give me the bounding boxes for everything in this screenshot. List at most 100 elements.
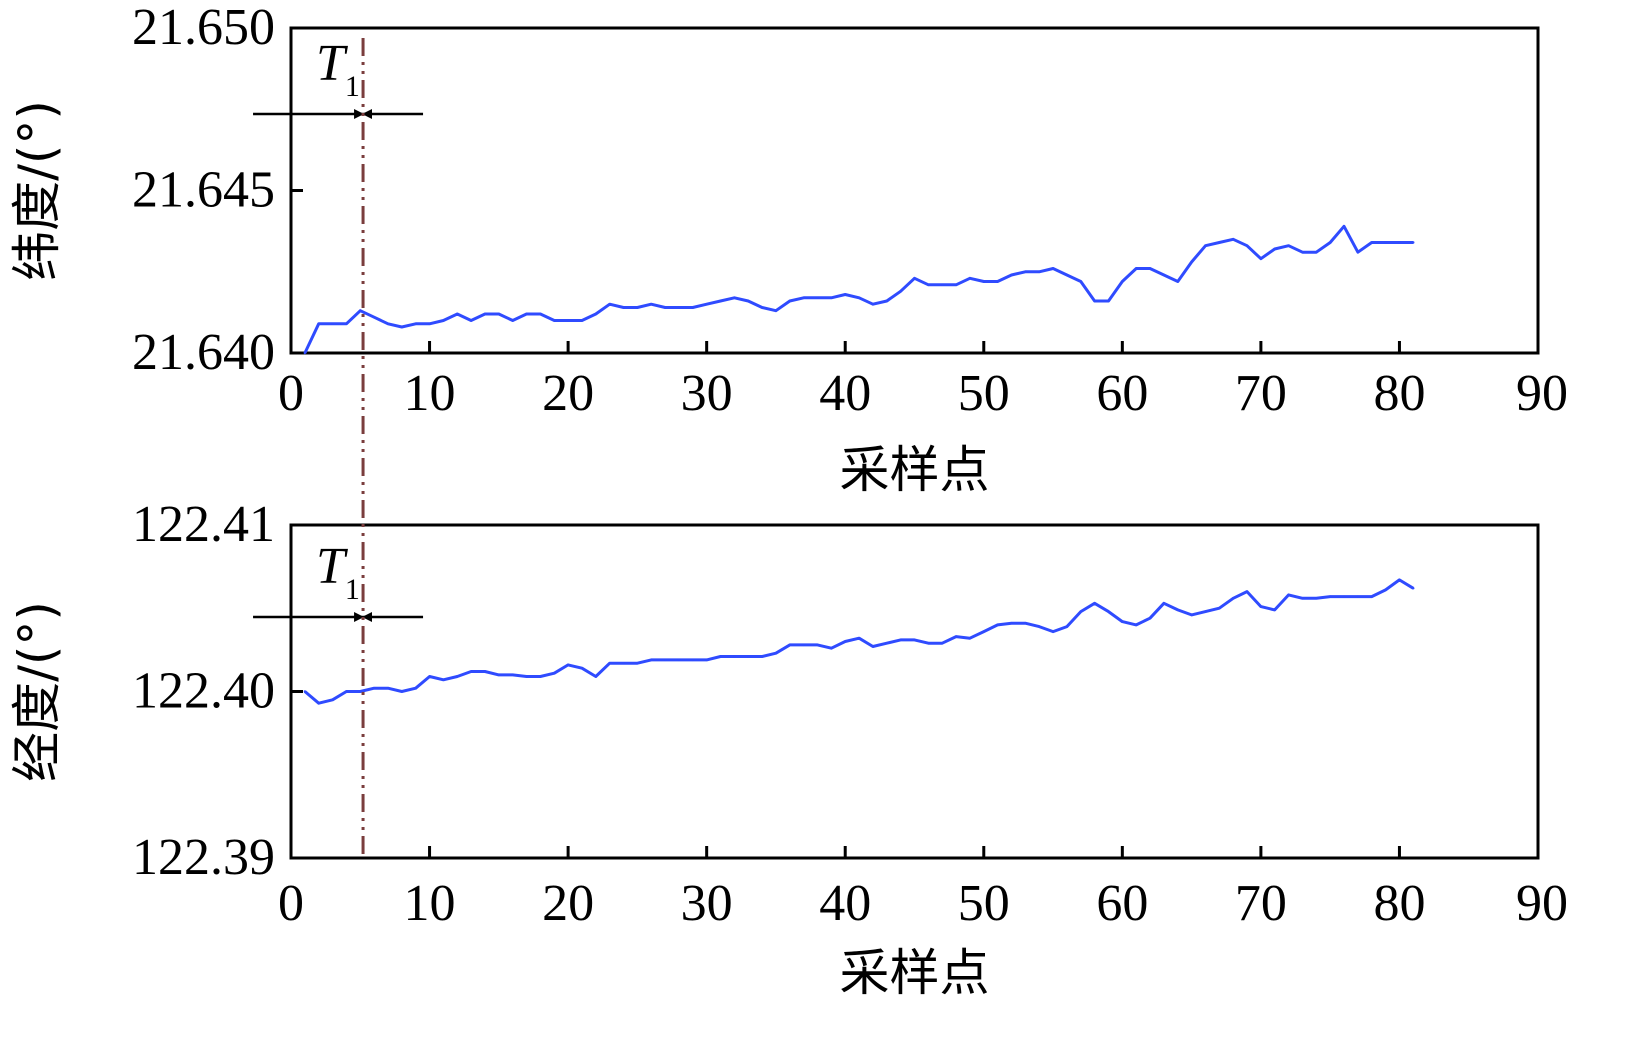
data-point bbox=[580, 319, 584, 322]
data-point bbox=[1121, 280, 1124, 283]
data-point bbox=[331, 698, 334, 702]
data-point bbox=[497, 673, 501, 677]
data-point bbox=[996, 280, 999, 283]
data-point bbox=[1065, 625, 1069, 628]
data-point bbox=[1301, 251, 1304, 254]
data-point bbox=[1259, 257, 1263, 260]
data-point bbox=[331, 322, 334, 325]
plot-frame bbox=[289, 523, 1540, 860]
data-point bbox=[788, 643, 791, 647]
data-point bbox=[608, 303, 611, 306]
data-point bbox=[497, 312, 501, 316]
data-point bbox=[954, 635, 958, 638]
data-point bbox=[830, 296, 833, 299]
data-point bbox=[663, 306, 667, 309]
data-point bbox=[1384, 241, 1387, 244]
data-point bbox=[580, 666, 584, 670]
x-tick-label: 10 bbox=[404, 365, 456, 422]
x-tick-label: 40 bbox=[819, 365, 871, 422]
data-point bbox=[816, 643, 819, 647]
data-point bbox=[636, 306, 639, 309]
x-axis-title: 采样点 bbox=[840, 441, 990, 499]
series-line bbox=[303, 578, 1415, 705]
data-point bbox=[483, 312, 487, 316]
y-tick-label: 122.40 bbox=[132, 663, 275, 720]
data-point bbox=[857, 637, 861, 640]
data-point bbox=[539, 675, 542, 678]
data-point bbox=[1176, 608, 1179, 612]
x-axis-title: 采样点 bbox=[840, 944, 990, 1002]
data-point bbox=[442, 678, 445, 682]
y-tick-label: 21.645 bbox=[132, 162, 275, 219]
data-point bbox=[303, 351, 307, 355]
data-point bbox=[359, 309, 362, 312]
data-point bbox=[1010, 622, 1013, 625]
data-point bbox=[1301, 597, 1304, 600]
data-point bbox=[1231, 238, 1235, 241]
data-point bbox=[1121, 620, 1124, 623]
data-point bbox=[553, 319, 556, 322]
plot-frame bbox=[289, 26, 1540, 355]
data-point bbox=[1218, 241, 1221, 244]
data-point bbox=[650, 658, 653, 662]
data-point bbox=[1342, 225, 1346, 228]
t1-label-main: T bbox=[316, 538, 348, 595]
x-tick-label: 90 bbox=[1516, 875, 1568, 932]
data-point bbox=[469, 319, 473, 322]
data-point bbox=[594, 312, 598, 316]
data-point bbox=[1190, 260, 1193, 264]
data-point bbox=[774, 309, 778, 312]
data-point bbox=[345, 322, 348, 325]
x-tick-label: 80 bbox=[1373, 365, 1425, 422]
data-point bbox=[705, 303, 708, 306]
data-point bbox=[1342, 595, 1346, 598]
data-point bbox=[677, 658, 681, 662]
x-tick-label: 60 bbox=[1096, 365, 1148, 422]
data-point bbox=[691, 658, 695, 662]
data-point bbox=[608, 661, 611, 665]
data-point bbox=[1148, 267, 1152, 270]
data-point bbox=[1190, 613, 1193, 617]
data-point bbox=[317, 322, 320, 325]
data-point bbox=[1398, 578, 1401, 582]
data-point bbox=[622, 306, 625, 309]
data-point bbox=[650, 303, 653, 306]
data-point bbox=[1398, 241, 1401, 244]
y-axis-title: 经度/(°) bbox=[8, 601, 66, 782]
y-axis-title: 纬度/(°) bbox=[8, 100, 66, 281]
data-point bbox=[428, 675, 431, 678]
data-point bbox=[968, 637, 972, 640]
data-point bbox=[1356, 595, 1360, 598]
x-tick-label: 30 bbox=[681, 875, 733, 932]
data-point bbox=[1051, 630, 1055, 633]
data-point bbox=[1093, 299, 1096, 303]
data-point bbox=[788, 299, 791, 303]
data-point bbox=[1356, 251, 1360, 254]
longitude-panel: 0 10 20 30 40 50 60 70 80 90 122.39 122.40 122.41 采样点… bbox=[8, 496, 1568, 1002]
data-point bbox=[511, 319, 514, 322]
data-point bbox=[317, 701, 320, 705]
data-point bbox=[1065, 273, 1069, 277]
data-point bbox=[1024, 270, 1027, 273]
data-point bbox=[719, 655, 722, 658]
data-point bbox=[899, 638, 902, 642]
data-point bbox=[968, 277, 972, 280]
t1-label-main: T bbox=[316, 35, 348, 92]
y-tick-label: 122.41 bbox=[132, 496, 275, 553]
data-point bbox=[996, 623, 999, 627]
data-point bbox=[1079, 610, 1082, 613]
data-point bbox=[663, 658, 667, 662]
x-tick-label: 30 bbox=[681, 365, 733, 422]
data-point bbox=[913, 638, 916, 642]
data-point bbox=[844, 293, 847, 296]
data-point bbox=[885, 642, 888, 645]
data-point bbox=[774, 652, 778, 655]
t1-label: T1 bbox=[316, 538, 360, 606]
x-tick-label: 70 bbox=[1235, 875, 1287, 932]
data-point bbox=[760, 306, 764, 309]
data-point bbox=[941, 642, 944, 645]
data-point bbox=[456, 675, 459, 678]
data-point bbox=[303, 690, 307, 693]
data-point bbox=[1176, 280, 1179, 283]
